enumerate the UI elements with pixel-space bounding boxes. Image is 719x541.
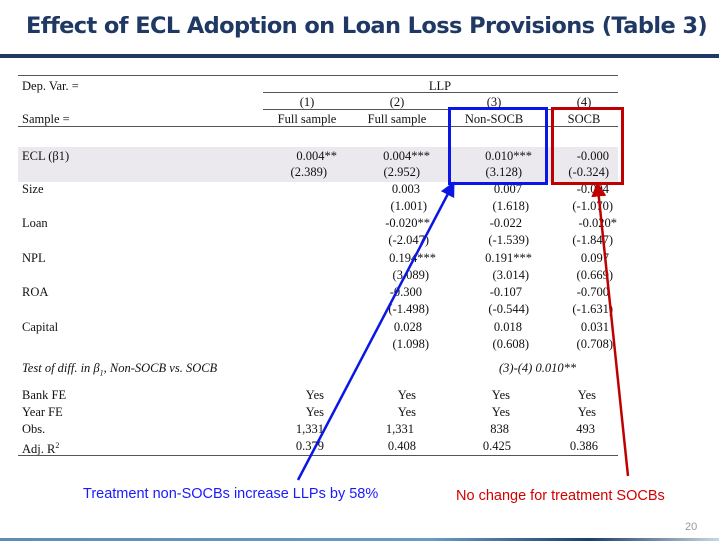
dep-var-underline [263, 92, 618, 93]
footer-bar [0, 538, 719, 541]
bank-fe-1: Yes [305, 388, 324, 402]
column-number-2: (2) [389, 95, 405, 109]
column-number-1: (1) [299, 95, 315, 109]
tstat-roa-2: (-1.498) [388, 302, 429, 316]
year-fe-1: Yes [305, 405, 324, 419]
tstat-capital-4: (0.708) [576, 337, 613, 351]
tstat-ecl-3: (3.128) [485, 165, 522, 179]
non-socb-annotation: Treatment non-SOCBs increase LLPs by 58% [83, 486, 379, 502]
obs-2: 1,331 [385, 422, 414, 436]
socb-annotation: No change for treatment SOCBs [456, 488, 665, 504]
row-label-size: Size [22, 182, 44, 196]
sample-3: Non-SOCB [464, 112, 524, 126]
tstat-loan-2: (-2.047) [388, 233, 429, 247]
tstat-roa-4: (-1.631) [572, 302, 613, 316]
coef-ecl-2: 0.004*** [383, 149, 430, 163]
tstat-size-3: (1.618) [492, 199, 529, 213]
tstat-loan-3: (-1.539) [488, 233, 529, 247]
row-label-adj-r2: Adj. R2 [22, 439, 59, 456]
coef-ecl-1: 0.004** [296, 149, 337, 163]
column-number-4: (4) [576, 95, 592, 109]
adj-r2-3: 0.425 [482, 439, 511, 453]
coef-roa-2: -0.300 [389, 285, 422, 299]
sample-4: SOCB [567, 112, 601, 126]
row-label-npl: NPL [22, 251, 46, 265]
adj-r2-4: 0.386 [569, 439, 598, 453]
column-number-underline [263, 109, 618, 110]
row-label-loan: Loan [22, 216, 48, 230]
slide-title: Effect of ECL Adoption on Loan Loss Prov… [26, 13, 708, 39]
coef-roa-4: -0.700 [576, 285, 609, 299]
tstat-capital-3: (0.608) [492, 337, 529, 351]
tstat-capital-2: (1.098) [392, 337, 429, 351]
test-label-subscript: 1 [99, 368, 104, 378]
tstat-size-2: (1.001) [390, 199, 427, 213]
ecl-row-highlight [18, 147, 618, 182]
tstat-npl-4: (0.669) [576, 268, 613, 282]
tstat-ecl-2: (2.952) [383, 165, 420, 179]
coef-loan-3: -0.022 [489, 216, 522, 230]
row-label-bank-fe: Bank FE [22, 388, 67, 402]
tstat-ecl-1: (2.389) [290, 165, 327, 179]
coef-capital-2: 0.028 [393, 320, 422, 334]
coef-size-2: 0.003 [391, 182, 420, 196]
tstat-roa-3: (-0.544) [488, 302, 529, 316]
sample-1: Full sample [277, 112, 337, 126]
test-label-rest: , Non-SOCB vs. SOCB [103, 361, 218, 375]
row-label-year-fe: Year FE [22, 405, 63, 419]
tstat-npl-2: (3.089) [392, 268, 429, 282]
socb-highlight-box [551, 107, 624, 185]
page-number: 20 [685, 521, 698, 533]
obs-3: 838 [490, 422, 509, 436]
coef-ecl-3: 0.010*** [485, 149, 532, 163]
coef-npl-3: 0.191*** [485, 251, 532, 265]
dep-var-value: LLP [428, 79, 452, 93]
obs-4: 493 [576, 422, 595, 436]
header-bottom-rule [18, 126, 618, 127]
row-label-roa: ROA [22, 285, 49, 299]
coef-size-3: 0.007 [493, 182, 522, 196]
coef-roa-3: -0.107 [489, 285, 522, 299]
year-fe-4: Yes [577, 405, 596, 419]
row-label-capital: Capital [22, 320, 59, 334]
table-top-rule [18, 75, 618, 76]
test-of-diff-label: Test of diff. in β1, Non-SOCB vs. SOCB [22, 361, 217, 381]
dep-var-label: Dep. Var. = [22, 79, 79, 93]
coef-npl-4: 0.097 [580, 251, 609, 265]
bank-fe-3: Yes [491, 388, 510, 402]
tstat-ecl-4: (-0.324) [568, 165, 609, 179]
adj-r2-superscript: 2 [55, 441, 60, 450]
test-label-main: Test of diff. in β [22, 361, 100, 375]
coef-ecl-4: -0.000 [576, 149, 609, 163]
coef-loan-2: -0.020** [385, 216, 430, 230]
coef-capital-4: 0.031 [580, 320, 609, 334]
tstat-size-4: (-1.070) [572, 199, 613, 213]
tstat-npl-3: (3.014) [492, 268, 529, 282]
tstat-loan-4: (-1.847) [572, 233, 613, 247]
coef-loan-4: -0.020* [578, 216, 617, 230]
year-fe-2: Yes [397, 405, 416, 419]
column-number-3: (3) [486, 95, 502, 109]
obs-1: 1,331 [295, 422, 324, 436]
sample-label: Sample = [22, 112, 70, 126]
year-fe-3: Yes [491, 405, 510, 419]
title-underline [0, 54, 719, 58]
row-label-ecl: ECL (β1) [22, 149, 70, 163]
adj-r2-label: Adj. R [22, 442, 56, 457]
coef-capital-3: 0.018 [493, 320, 522, 334]
bank-fe-4: Yes [577, 388, 596, 402]
row-label-obs: Obs. [22, 422, 46, 436]
test-of-diff-value: (3)-(4) 0.010** [499, 361, 577, 375]
non-socb-highlight-box [448, 107, 548, 185]
adj-r2-1: 0.379 [295, 439, 324, 453]
bank-fe-2: Yes [397, 388, 416, 402]
sample-2: Full sample [367, 112, 427, 126]
adj-r2-2: 0.408 [387, 439, 416, 453]
coef-npl-2: 0.194*** [389, 251, 436, 265]
table-bottom-rule [18, 455, 618, 456]
